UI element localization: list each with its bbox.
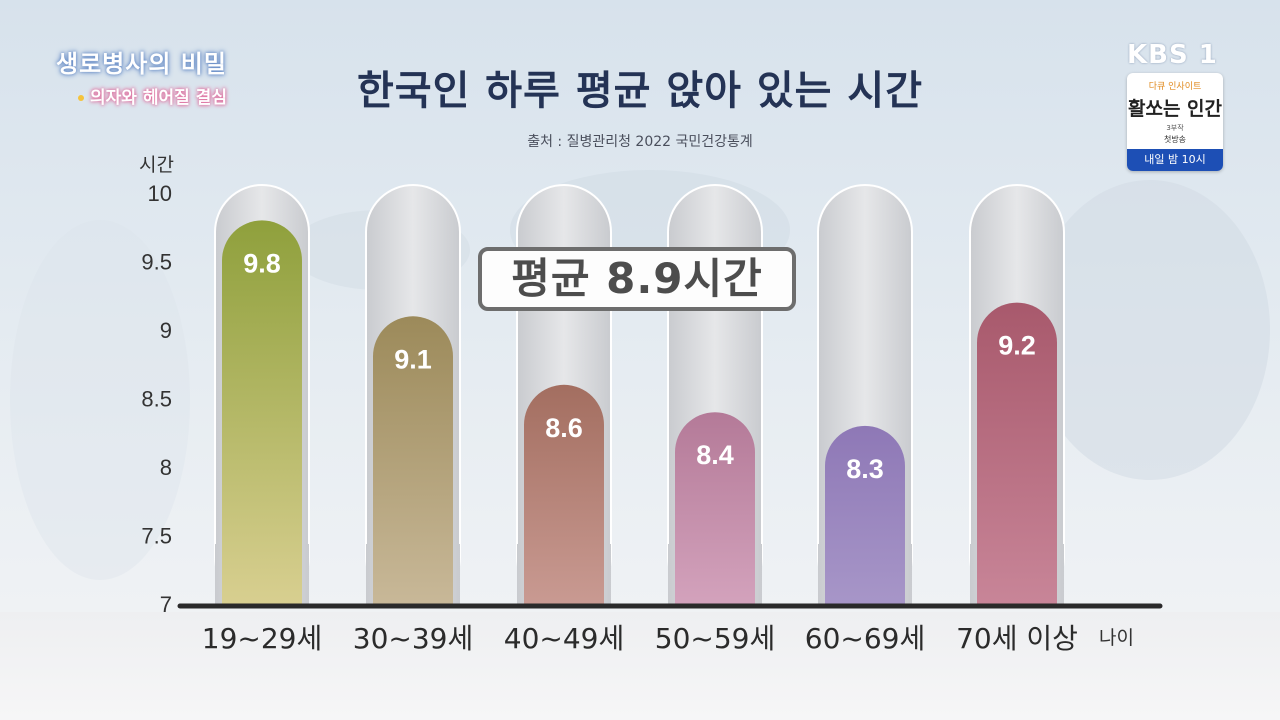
bar-value-label: 8.4	[696, 440, 734, 470]
x-tick-label: 30~39세	[353, 622, 473, 655]
chart-source: 출처 : 질병관리청 2022 국민건강통계	[527, 134, 753, 150]
broadcaster-logo: KBS 1	[1127, 40, 1218, 70]
program-title: 생로병사의 비밀	[56, 50, 227, 78]
bar	[524, 384, 604, 604]
promo-title: 활쏘는 인간	[1127, 98, 1222, 120]
promo-top: 다큐 인사이트	[1148, 82, 1202, 92]
program-logo: 생로병사의 비밀 의자와 헤어질 결심	[56, 44, 227, 108]
dot-icon	[78, 95, 84, 101]
bar-value-label: 8.6	[545, 413, 583, 443]
x-tick-label: 70세 이상	[956, 622, 1078, 655]
average-annotation: 평균 8.9시간	[478, 247, 796, 311]
program-subtitle: 의자와 헤어질 결심	[78, 83, 227, 108]
bar-value-label: 9.2	[998, 331, 1036, 361]
program-subtitle-text: 의자와 헤어질 결심	[90, 88, 227, 108]
bar-value-label: 9.1	[394, 344, 432, 374]
bar-value-label: 9.8	[243, 248, 281, 278]
x-tick-label: 19~29세	[202, 622, 322, 655]
bars: 9.8 9.1 8.6 8.4 8.3 9.2	[222, 220, 1057, 604]
bar	[977, 302, 1057, 604]
promo-schedule: 내일 밤 10시	[1127, 149, 1223, 171]
bar-value-label: 8.3	[846, 454, 884, 484]
y-tick-label: 7	[160, 592, 172, 617]
y-tick-label: 9	[160, 318, 172, 343]
promo-sub1: 3부작	[1166, 124, 1184, 132]
x-tick-label: 60~69세	[805, 622, 925, 655]
y-tick-label: 10	[148, 181, 172, 206]
bar	[222, 220, 302, 604]
x-axis-label: 나이	[1099, 627, 1134, 649]
y-tick-label: 7.5	[141, 524, 172, 549]
x-tick-label: 50~59세	[655, 622, 775, 655]
x-ticks: 19~29세 30~39세 40~49세 50~59세 60~69세 70세 이상	[202, 622, 1078, 655]
y-axis-label: 시간	[139, 154, 174, 176]
promo-card: 다큐 인사이트 활쏘는 인간 3부작 첫방송 내일 밤 10시	[1127, 73, 1223, 171]
bar	[373, 316, 453, 604]
bar	[825, 425, 905, 604]
promo-sub2: 첫방송	[1163, 135, 1187, 144]
y-tick-label: 8.5	[141, 387, 172, 412]
chart-title: 한국인 하루 평균 앉아 있는 시간	[356, 68, 924, 114]
y-tick-label: 9.5	[141, 250, 172, 275]
y-ticks: 10 9.5 9 8.5 8 7.5 7	[141, 181, 172, 617]
y-tick-label: 8	[160, 455, 172, 480]
floor	[0, 612, 1280, 720]
x-tick-label: 40~49세	[504, 622, 624, 655]
bar	[675, 412, 755, 604]
